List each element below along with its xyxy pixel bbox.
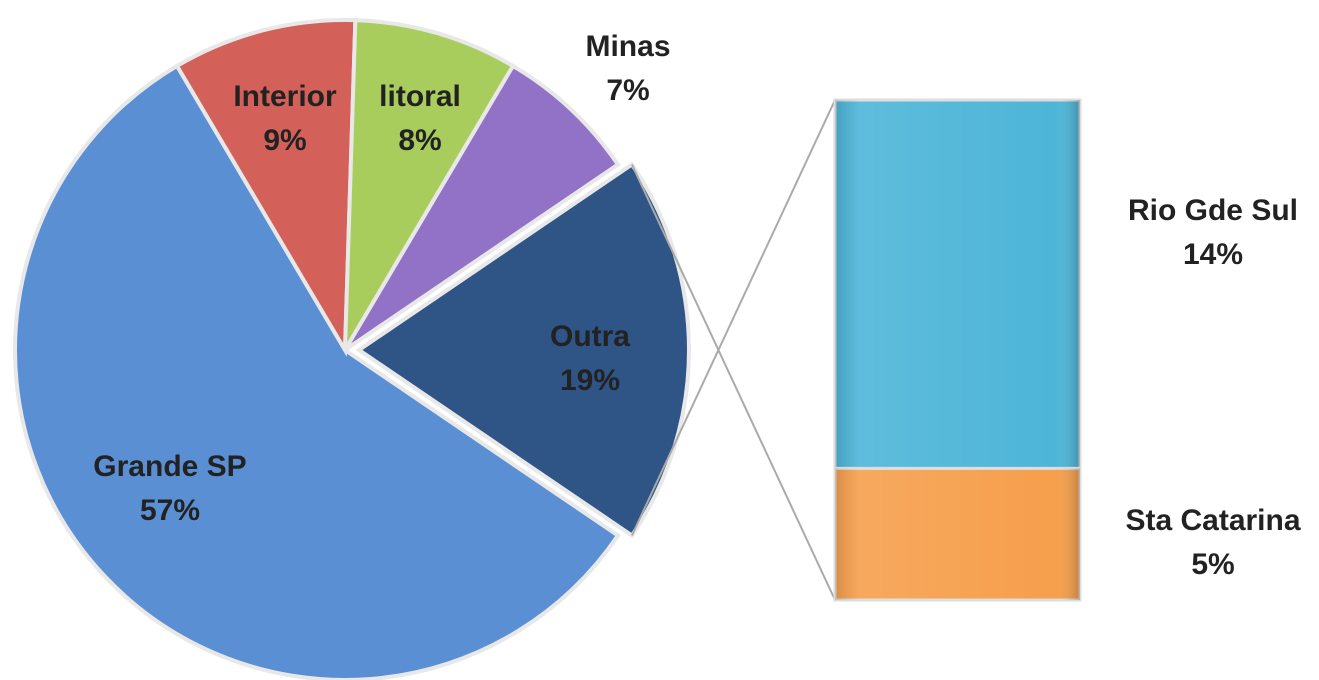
pie-slice (174, 18, 358, 357)
slice-label: 9% (263, 124, 306, 157)
slice-label: 19% (560, 364, 620, 397)
slice-label: 8% (398, 124, 441, 157)
slice-name: litoral (379, 80, 461, 113)
bar-label: 14% (1183, 238, 1243, 271)
bar-label: 5% (1191, 548, 1234, 581)
connector (631, 164, 836, 601)
slice-label: 57% (140, 494, 200, 527)
bar-shade (835, 100, 1080, 469)
slice-name: Grande SP (93, 450, 246, 483)
pie-slice (343, 63, 621, 352)
connector (631, 99, 836, 536)
slice-name: Minas (585, 30, 670, 63)
slice-name: Interior (233, 80, 337, 113)
pie-slice (13, 63, 621, 680)
pie-slice (355, 161, 691, 539)
bar-shade (835, 468, 1080, 600)
bar-name: Sta Catarina (1125, 504, 1300, 537)
slice-name: Outra (550, 320, 630, 353)
slice-label: 7% (606, 74, 649, 107)
bar-name: Rio Gde Sul (1128, 194, 1298, 227)
pie-slice (343, 18, 516, 352)
